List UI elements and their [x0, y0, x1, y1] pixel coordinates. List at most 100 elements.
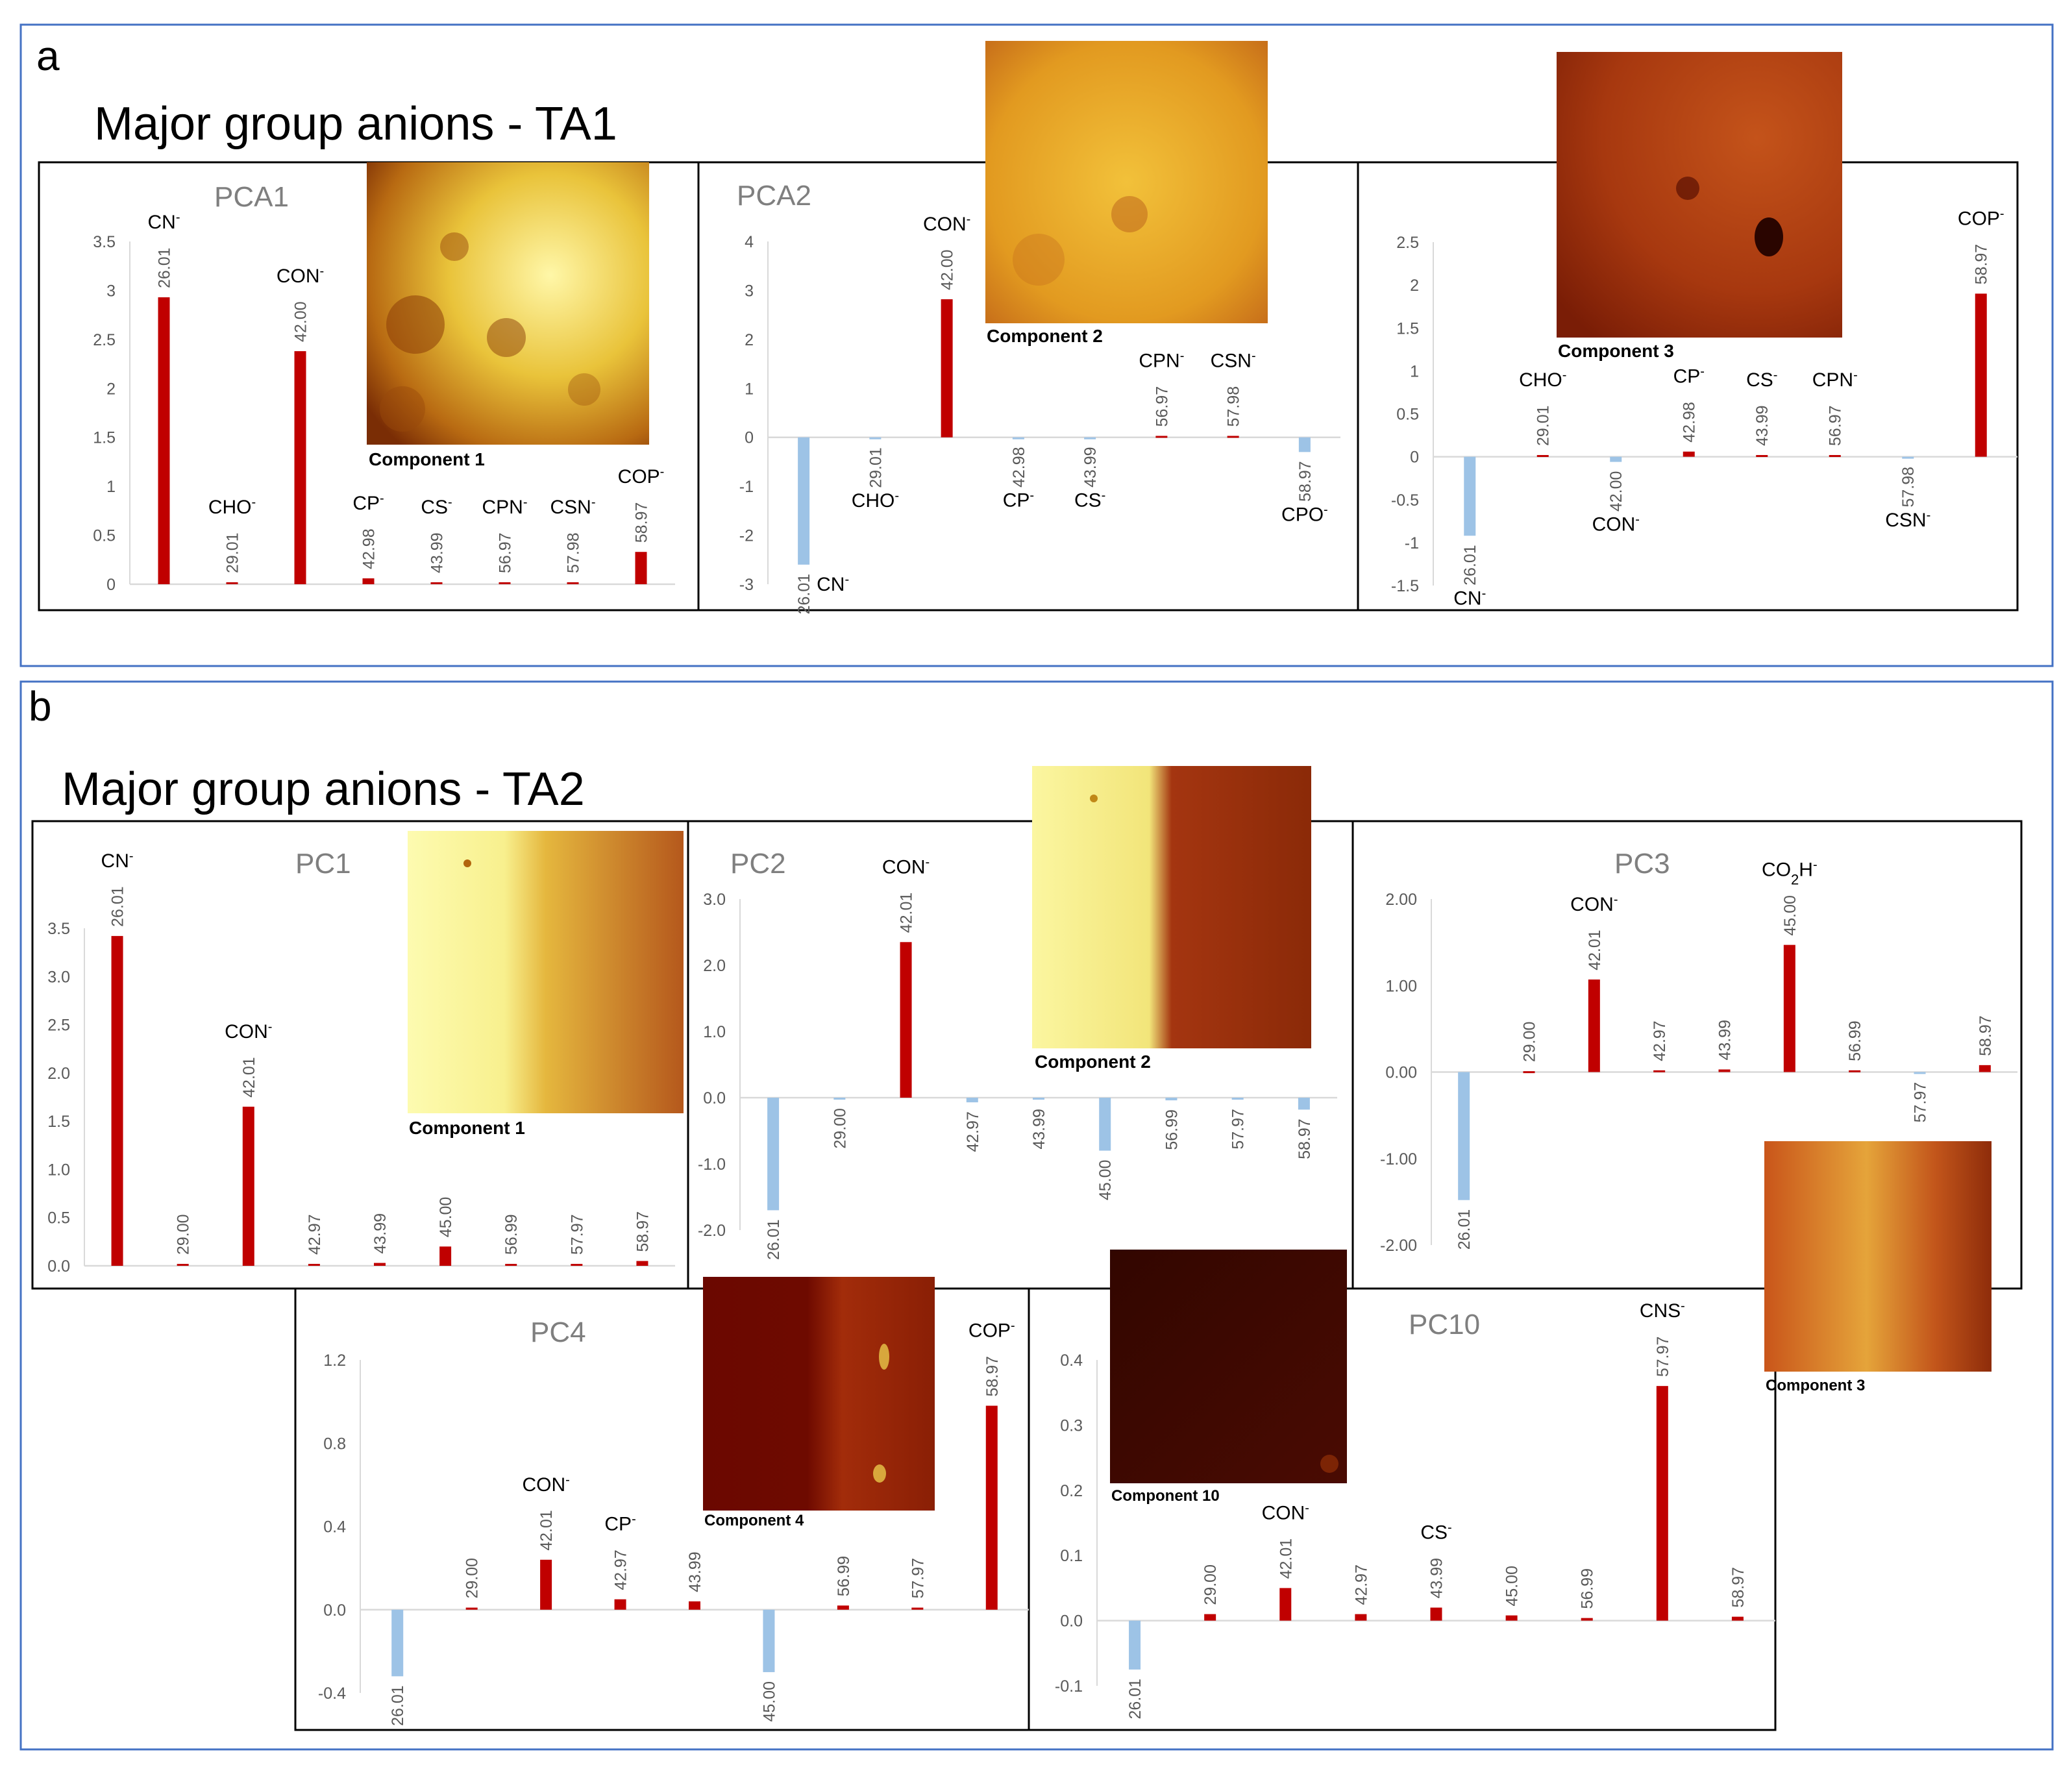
x-category-label: 56.97 [1153, 386, 1171, 427]
bar [362, 578, 375, 584]
y-tick-label: -2.00 [1380, 1237, 1417, 1255]
bar [869, 437, 882, 439]
panel-a-letter: a [36, 32, 60, 79]
x-category-label: 43.99 [1716, 1020, 1734, 1061]
x-category-label: 42.98 [360, 528, 378, 569]
y-tick-label: 0.0 [1060, 1612, 1083, 1631]
x-category-label: 42.97 [964, 1111, 982, 1152]
bar [374, 1263, 386, 1266]
component-caption: Component 2 [1035, 1052, 1151, 1072]
x-category-label: 29.00 [831, 1108, 849, 1149]
bar [1536, 454, 1549, 457]
ion-label: CON- [923, 212, 970, 235]
y-tick-label: 0.4 [1060, 1352, 1083, 1370]
y-tick-label: -1 [739, 478, 754, 496]
bar [1355, 1614, 1367, 1621]
chart-title: PCA2 [737, 180, 811, 212]
y-tick-label: 2.0 [703, 957, 726, 975]
bar [1656, 1386, 1668, 1621]
ion-label: CON- [225, 1020, 272, 1043]
ion-label: CO2H- [1762, 858, 1818, 888]
component-caption: Component 4 [704, 1512, 804, 1529]
x-category-label: 43.99 [1753, 405, 1771, 446]
y-tick-label: -2.0 [698, 1222, 726, 1240]
x-category-label: 56.99 [502, 1214, 521, 1255]
bar [465, 1607, 478, 1610]
x-category-label: 56.97 [1827, 405, 1845, 446]
x-category-label: 29.00 [1202, 1564, 1220, 1605]
x-category-label: 26.01 [1461, 545, 1479, 586]
y-tick-label: 0.8 [323, 1435, 346, 1453]
y-tick-label: 1 [1410, 362, 1419, 380]
x-category-label: 57.97 [568, 1214, 586, 1255]
x-category-label: 43.99 [371, 1213, 389, 1254]
x-category-label: 43.99 [1030, 1109, 1048, 1150]
x-category-label: 43.99 [686, 1551, 704, 1592]
x-category-label: 57.97 [909, 1558, 927, 1599]
x-category-label: 43.99 [1428, 1558, 1446, 1599]
bar [833, 1098, 846, 1100]
ion-label: CSN- [1885, 508, 1930, 531]
x-category-label: 56.99 [1846, 1020, 1864, 1061]
x-category-label: 56.97 [497, 532, 515, 573]
x-category-label: 42.01 [1586, 930, 1604, 970]
panel-b-title: Major group anions - TA2 [62, 763, 585, 815]
x-category-label: 29.01 [1535, 405, 1553, 446]
bar [837, 1605, 849, 1610]
y-tick-label: 1.5 [47, 1113, 70, 1131]
bar [499, 582, 511, 584]
chart-title: PC4 [530, 1316, 586, 1348]
y-tick-label: -1.0 [698, 1155, 726, 1174]
bar [1683, 451, 1695, 457]
x-category-label: 42.01 [1277, 1538, 1295, 1579]
x-category-label: 45.00 [437, 1197, 455, 1238]
x-category-label: 26.01 [109, 886, 127, 927]
component-image-3-b: Component 3 [1764, 1141, 1992, 1394]
bar [430, 582, 443, 584]
component-image-10-b: Component 10 [1110, 1250, 1347, 1505]
bar [242, 1106, 254, 1266]
ion-label: COP- [618, 465, 665, 488]
bar [1204, 1614, 1216, 1621]
x-category-label: 58.97 [633, 502, 651, 543]
x-category-label: 56.99 [835, 1556, 853, 1597]
y-tick-label: -1 [1405, 534, 1419, 552]
bar [798, 437, 810, 565]
bar [226, 582, 238, 584]
ion-label: CS- [1420, 1521, 1451, 1544]
ion-label: CPO- [1281, 502, 1328, 525]
x-category-label: 42.00 [292, 301, 310, 342]
y-tick-label: 2 [745, 331, 754, 349]
x-category-label: 45.00 [1096, 1160, 1115, 1201]
bar [1155, 436, 1168, 438]
y-tick-label: 1 [106, 478, 116, 496]
ion-label: CN- [817, 573, 849, 595]
bar [1914, 1072, 1926, 1074]
bar [1099, 1098, 1111, 1151]
x-category-label: 42.01 [898, 893, 916, 933]
bar [1458, 1072, 1470, 1200]
ion-label: CS- [1746, 368, 1777, 391]
x-category-label: 58.97 [634, 1211, 652, 1252]
x-category-label: 57.98 [565, 532, 583, 573]
x-category-label: 42.97 [1352, 1564, 1370, 1605]
ion-label: CN- [101, 849, 134, 872]
ion-label: CON- [522, 1473, 569, 1496]
x-category-label: 57.98 [1899, 467, 1918, 508]
x-category-label: 26.01 [156, 247, 174, 288]
y-tick-label: 0.1 [1060, 1547, 1083, 1565]
y-tick-label: -3 [739, 576, 754, 594]
x-category-label: 58.97 [1296, 1118, 1314, 1159]
x-category-label: 42.97 [1651, 1020, 1669, 1061]
chart-pc1: PC1 0.0 0.5 1.0 1.5 2.0 2.5 3.0 3.5 26.01 CN- 29.00… [47, 848, 675, 1276]
y-tick-label: 2 [106, 380, 116, 398]
x-category-label: 29.00 [463, 1558, 482, 1599]
bar [571, 1264, 583, 1266]
bar [1610, 456, 1622, 462]
bar [177, 1264, 189, 1266]
chart-pc3: PC3 -2.00 -1.00 0.00 1.00 2.00 26.01 29.00 42.01… [1380, 848, 2017, 1255]
ion-label: COP- [1958, 206, 2004, 229]
y-tick-label: 1 [745, 380, 754, 398]
x-category-label: 29.01 [867, 447, 885, 488]
bar [911, 1607, 924, 1610]
